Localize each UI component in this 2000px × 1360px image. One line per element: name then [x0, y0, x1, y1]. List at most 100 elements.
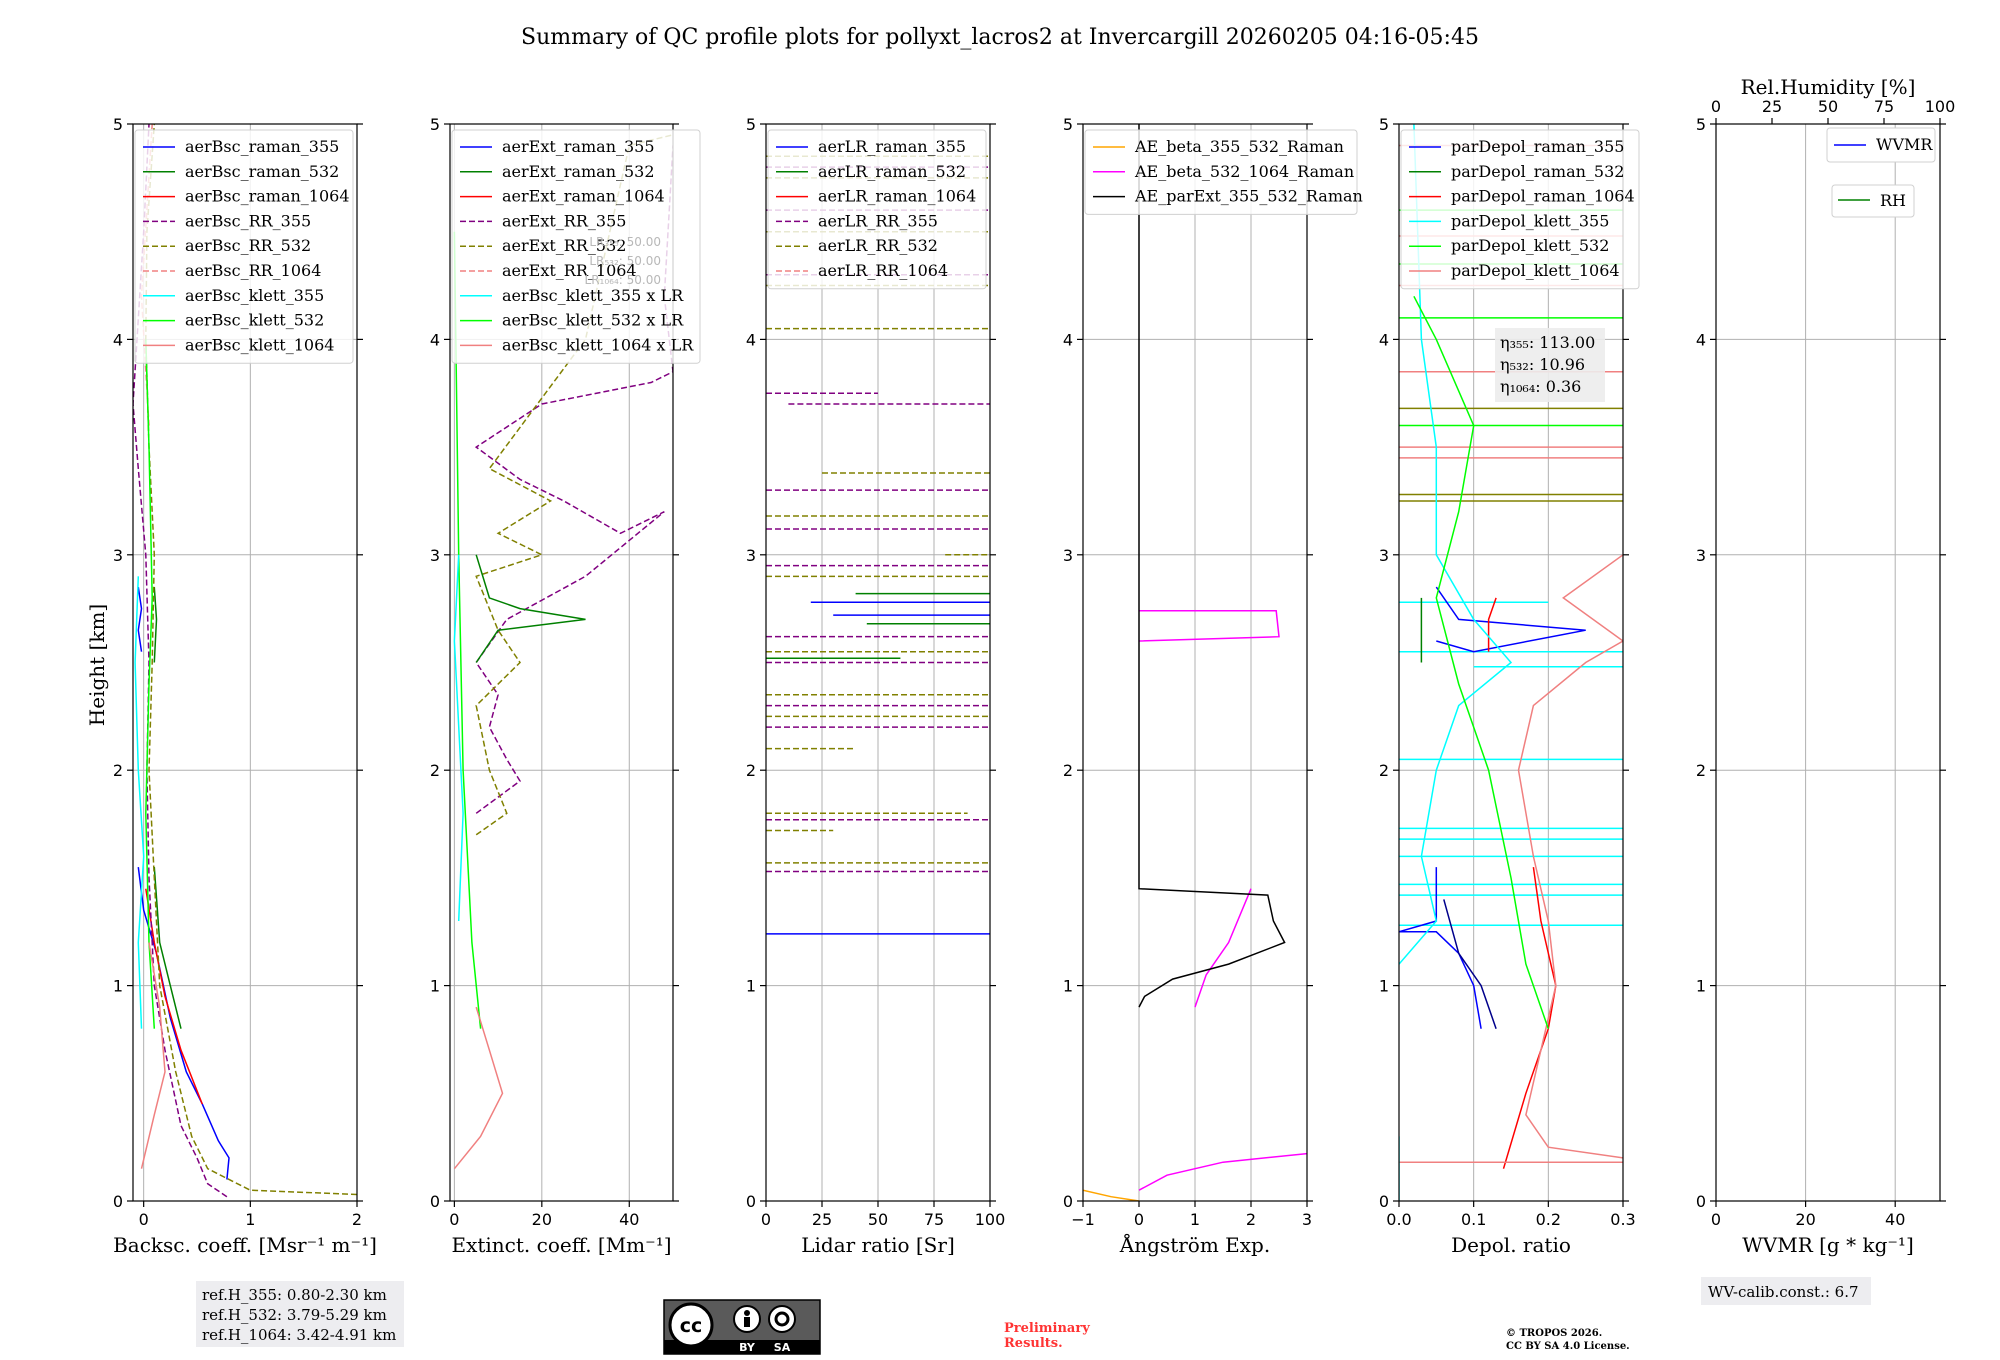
legend-box [134, 129, 354, 364]
series-line-orange [1083, 1189, 1140, 1201]
x-tick-label: 0 [449, 1210, 459, 1229]
axes-frame [132, 123, 358, 1202]
series-line-cyan [1399, 124, 1513, 965]
y-tick-label: 4 [746, 330, 756, 349]
y-tick-label: 4 [113, 330, 123, 349]
copyright-line-1: © TROPOS 2026. [1506, 1328, 1602, 1339]
axes-frame [1715, 123, 1941, 1202]
legend-label: parDepol_raman_1064 [1451, 187, 1635, 206]
series-line-green [153, 867, 182, 1029]
series-line-magenta [1138, 610, 1280, 642]
y-tick-label: 5 [113, 115, 123, 134]
y-tick-label: 4 [1379, 330, 1389, 349]
reference-height-label: ref.H_355: 0.80-2.30 km [202, 1286, 387, 1304]
y-tick-label: 0 [1696, 1192, 1706, 1211]
y-tick-label: 3 [746, 546, 756, 565]
legend-label: parDepol_raman_532 [1451, 162, 1624, 181]
axes-frame [449, 123, 674, 1202]
y-tick-label: 4 [1063, 330, 1073, 349]
series-line-cyan [134, 576, 145, 1029]
x-tick-label: 75 [924, 1210, 944, 1229]
y-tick-label: 0 [430, 1192, 440, 1211]
legend-label: aerExt_RR_532 [502, 236, 626, 255]
legend-label: aerLR_raman_532 [818, 162, 966, 181]
legend-label: AE_beta_355_532_Raman [1134, 137, 1344, 156]
legend-label: parDepol_klett_532 [1451, 236, 1609, 255]
cc-icon [668, 1302, 714, 1348]
y-tick-label: 3 [113, 546, 123, 565]
x-tick-label: 0 [1711, 1210, 1721, 1229]
legend-label: AE_beta_532_1064_Raman [1134, 162, 1354, 181]
legend-label: aerExt_raman_355 [502, 137, 655, 156]
figure-title: Summary of QC profile plots for pollyxt_… [521, 25, 1479, 50]
series-line-red [1502, 866, 1557, 1169]
x-tick-label: 0.0 [1386, 1210, 1411, 1229]
legend-label: aerLR_RR_355 [818, 211, 938, 230]
legend-label: aerBsc_klett_1064 x LR [502, 335, 694, 354]
y-tick-label: 3 [1379, 546, 1389, 565]
series-line-red [1487, 597, 1497, 652]
series-line-magenta [1138, 1152, 1307, 1191]
x-tick-label: 0 [1134, 1210, 1144, 1229]
series-line-lime [453, 231, 482, 1029]
y-tick-label: 1 [113, 977, 123, 996]
legend-label: AE_parExt_355_532_Raman [1134, 187, 1363, 206]
x-tick-label: 2 [352, 1210, 362, 1229]
top-x-tick-label: 0 [1711, 97, 1721, 116]
legend-box [1400, 129, 1640, 290]
legend-label: aerBsc_RR_1064 [185, 261, 321, 280]
legend-box [767, 129, 987, 290]
axes-frame [1398, 123, 1624, 1202]
x-tick-label: 0 [139, 1210, 149, 1229]
series-line-red [145, 888, 203, 1105]
panel-lr: 0 25 50 75 100 0 1 2 3 4 5 Lidar ratio [Sr] aerLR_ra… [746, 115, 1005, 1257]
cc-icon-text: cc [680, 1315, 703, 1337]
y-tick-label: 2 [1063, 761, 1073, 780]
eta-label: η₅₃₂: 10.96 [1500, 355, 1585, 374]
series-line-salmon [453, 1006, 504, 1170]
eta-label: η₃₅₅: 113.00 [1500, 333, 1595, 352]
x-axis-label: Lidar ratio [Sr] [801, 1233, 955, 1257]
legend-label: RH [1880, 191, 1906, 210]
x-tick-label: 0.3 [1610, 1210, 1635, 1229]
legend-label: aerLR_RR_1064 [818, 261, 948, 280]
x-tick-label: 40 [1885, 1210, 1905, 1229]
plot-area-dep [1399, 124, 1623, 1201]
series-line-lime [145, 339, 156, 1029]
panel-ext: 0 20 40 0 1 2 3 4 5 Extinct. coeff. [Mm⁻¹] aerExt_… [430, 115, 701, 1257]
legend-label: aerBsc_raman_1064 [185, 187, 350, 206]
y-tick-label: 1 [1379, 977, 1389, 996]
y-tick-label: 1 [1696, 977, 1706, 996]
y-tick-label: 0 [1379, 1192, 1389, 1211]
x-axis-label: Backsc. coeff. [Msr⁻¹ m⁻¹] [113, 1233, 377, 1257]
y-tick-label: 5 [746, 115, 756, 134]
legend-label: aerLR_raman_1064 [818, 187, 976, 206]
legend-label: aerBsc_raman_532 [185, 162, 339, 181]
lidar-ratio-label: LR₃₅₅: 50.00 [589, 235, 661, 249]
x-tick-label: 0.2 [1536, 1210, 1561, 1229]
series-line-salmon [140, 942, 166, 1169]
y-tick-label: 0 [1063, 1192, 1073, 1211]
y-axis-label: Height [km] [85, 604, 109, 726]
sa-icon-arrow [774, 1311, 790, 1327]
legend-label: aerBsc_klett_532 x LR [502, 311, 684, 330]
legend-label: parDepol_klett_355 [1451, 211, 1609, 230]
x-tick-label: −1 [1071, 1210, 1095, 1229]
y-tick-label: 5 [1379, 115, 1389, 134]
legend-label: aerLR_RR_532 [818, 236, 938, 255]
panel-bsc: 0 1 2 0 1 2 3 4 5 Backsc. coeff. [Msr⁻¹ m⁻¹] aerBs… [113, 115, 404, 1347]
wv-calib-box [1701, 1277, 1871, 1305]
y-tick-label: 2 [113, 761, 123, 780]
legend-label: aerExt_raman_532 [502, 162, 655, 181]
y-tick-label: 5 [1696, 115, 1706, 134]
x-axis-label: Ångström Exp. [1119, 1232, 1270, 1257]
legend-label: aerExt_raman_1064 [502, 187, 665, 206]
y-tick-label: 0 [746, 1192, 756, 1211]
sa-label: SA [774, 1341, 791, 1354]
x-tick-label: 40 [619, 1210, 639, 1229]
series-line-green [153, 587, 158, 663]
series-line-blue [137, 867, 230, 1180]
x-tick-label: 50 [868, 1210, 888, 1229]
